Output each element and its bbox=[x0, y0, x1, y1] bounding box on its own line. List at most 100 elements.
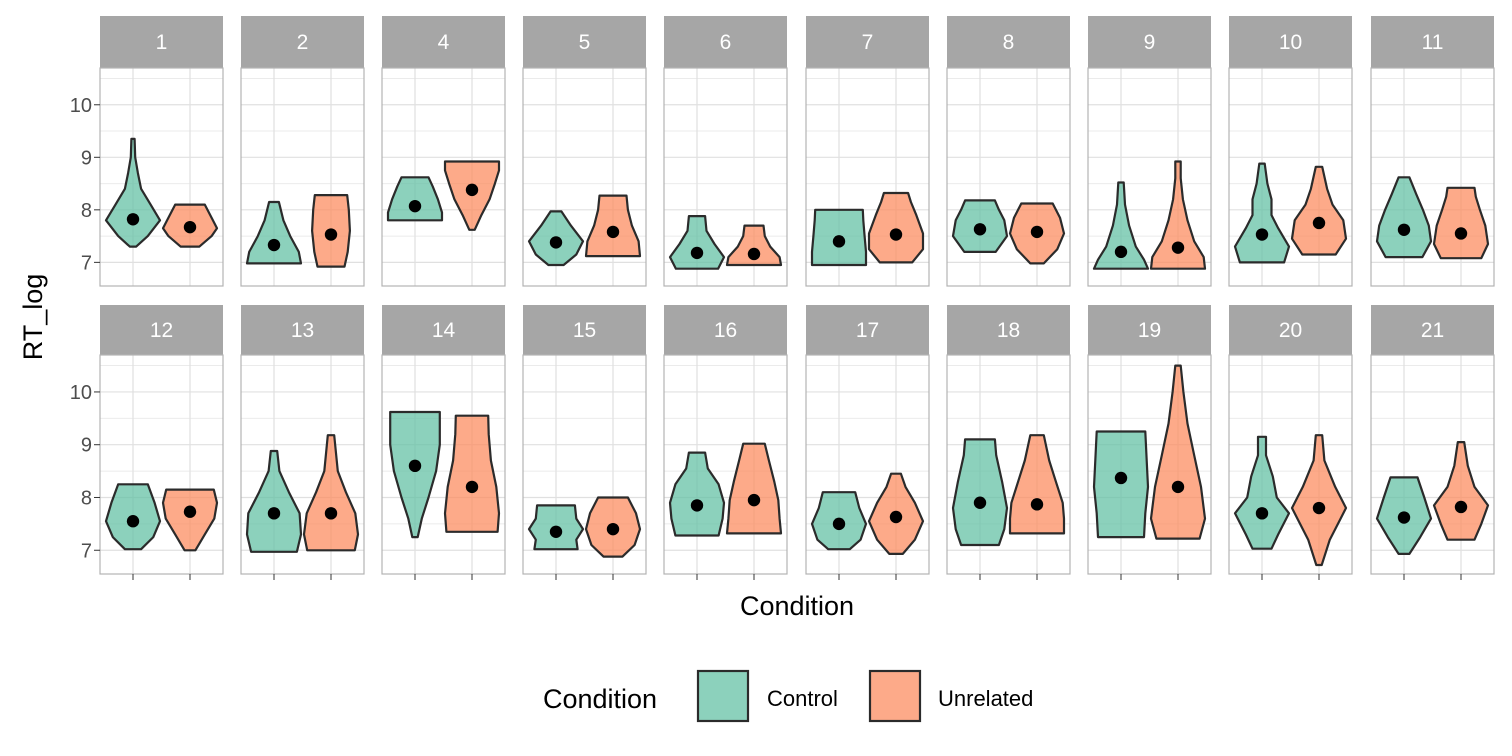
mean-point-unrelated bbox=[183, 505, 197, 518]
legend-key-control bbox=[696, 669, 750, 723]
facet-panel-7: 7 bbox=[805, 16, 930, 287]
panel-background bbox=[1229, 355, 1352, 574]
facet-strip-label: 20 bbox=[1279, 319, 1302, 342]
mean-point-control bbox=[690, 499, 704, 512]
mean-point-unrelated bbox=[747, 247, 761, 261]
facet-strip bbox=[664, 16, 787, 68]
facet-strip-label: 6 bbox=[720, 31, 732, 54]
facet-strip-label: 19 bbox=[1138, 319, 1161, 342]
facet-panel-5: 5 bbox=[522, 16, 647, 287]
facet-strip bbox=[947, 305, 1070, 355]
mean-point-control bbox=[549, 525, 563, 538]
mean-point-unrelated bbox=[1312, 501, 1326, 515]
panel-border bbox=[1228, 67, 1353, 287]
y-tick-label: 9 bbox=[81, 435, 92, 457]
panel-background bbox=[100, 68, 223, 286]
panel-border bbox=[522, 67, 647, 287]
mean-point-unrelated bbox=[465, 183, 479, 197]
facet-strip-label: 15 bbox=[573, 319, 596, 342]
facet-strip-label: 21 bbox=[1421, 319, 1444, 342]
violin-control bbox=[1092, 181, 1150, 270]
mean-point-control bbox=[126, 213, 140, 226]
violin-unrelated bbox=[1290, 434, 1348, 567]
violin-unrelated bbox=[725, 224, 783, 267]
mean-point-control bbox=[1397, 223, 1411, 236]
facet-panel-17: 17 bbox=[805, 305, 930, 580]
facet-strip bbox=[1088, 305, 1211, 355]
facet-strip bbox=[100, 305, 223, 355]
panel-border bbox=[1370, 354, 1495, 575]
facet-strip bbox=[1229, 16, 1352, 68]
violin-control bbox=[668, 451, 726, 537]
y-tick-label: 8 bbox=[81, 200, 92, 222]
mean-point-control bbox=[973, 223, 987, 236]
panel-border bbox=[240, 354, 365, 575]
panel-border bbox=[1228, 354, 1353, 575]
facet-strip-label: 5 bbox=[579, 31, 591, 54]
violin-control bbox=[389, 410, 441, 539]
y-tick-label: 8 bbox=[81, 487, 92, 509]
facet-panel-20: 20 bbox=[1228, 305, 1353, 580]
facet-strip bbox=[100, 16, 223, 68]
y-tick-label: 10 bbox=[70, 382, 92, 404]
facet-panel-1: 1 bbox=[99, 16, 224, 287]
facet-strip bbox=[1371, 305, 1494, 355]
mean-point-control bbox=[1397, 511, 1411, 524]
y-tick-label: 10 bbox=[70, 95, 92, 117]
facet-strip bbox=[241, 305, 364, 355]
facet-panel-13: 13 bbox=[240, 305, 365, 580]
panel-border bbox=[381, 67, 506, 287]
mean-point-control bbox=[408, 459, 422, 473]
legend-label-unrelated: Unrelated bbox=[938, 686, 1033, 711]
mean-point-unrelated bbox=[183, 220, 197, 234]
panel-border bbox=[1087, 67, 1212, 287]
facet-strip bbox=[947, 16, 1070, 68]
facet-panel-16: 16 bbox=[663, 305, 788, 580]
violin-unrelated bbox=[1432, 441, 1490, 541]
panel-border bbox=[99, 354, 224, 575]
panel-border bbox=[805, 67, 930, 287]
mean-point-unrelated bbox=[1030, 498, 1044, 511]
facet-panel-19: 19 bbox=[1087, 305, 1212, 580]
violin-unrelated bbox=[443, 414, 501, 533]
violin-unrelated bbox=[867, 191, 925, 264]
mean-point-unrelated bbox=[747, 493, 761, 507]
facet-panel-8: 8 bbox=[946, 16, 1071, 287]
facet-panel-15: 15 bbox=[522, 305, 647, 580]
mean-point-control bbox=[832, 235, 846, 248]
facet-strip-label: 2 bbox=[297, 31, 309, 54]
mean-point-control bbox=[690, 246, 704, 260]
mean-point-unrelated bbox=[324, 507, 338, 520]
facet-panel-12: 12 bbox=[99, 305, 224, 580]
violin-control bbox=[951, 438, 1009, 547]
violin-unrelated bbox=[1008, 434, 1066, 535]
mean-point-control bbox=[267, 507, 281, 520]
facet-strip-label: 17 bbox=[856, 319, 879, 342]
violin-unrelated bbox=[302, 434, 360, 552]
facet-strip-label: 14 bbox=[432, 319, 456, 342]
panel-border bbox=[381, 354, 506, 575]
mean-point-unrelated bbox=[324, 228, 338, 241]
facet-strip bbox=[664, 305, 787, 355]
facet-strip-label: 4 bbox=[438, 31, 450, 54]
y-tick-label: 7 bbox=[81, 540, 92, 562]
facet-panel-10: 10 bbox=[1228, 16, 1353, 287]
facet-strip-label: 18 bbox=[997, 319, 1020, 342]
mean-point-control bbox=[408, 199, 422, 213]
panel-border bbox=[99, 67, 224, 287]
mean-point-unrelated bbox=[889, 228, 903, 241]
legend-label-control: Control bbox=[767, 686, 838, 711]
violin-control bbox=[245, 200, 303, 265]
violin-unrelated bbox=[161, 488, 219, 552]
legend: Condition Control Unrelated bbox=[543, 669, 1033, 723]
violin-control bbox=[1092, 430, 1150, 539]
mean-point-unrelated bbox=[1454, 227, 1468, 240]
mean-point-unrelated bbox=[1171, 480, 1185, 494]
y-axis-title: RT_log bbox=[18, 274, 48, 361]
mean-point-control bbox=[267, 238, 281, 252]
violin-control bbox=[1233, 162, 1291, 264]
facet-strip-label: 1 bbox=[156, 31, 168, 54]
violin-unrelated bbox=[1432, 186, 1490, 260]
